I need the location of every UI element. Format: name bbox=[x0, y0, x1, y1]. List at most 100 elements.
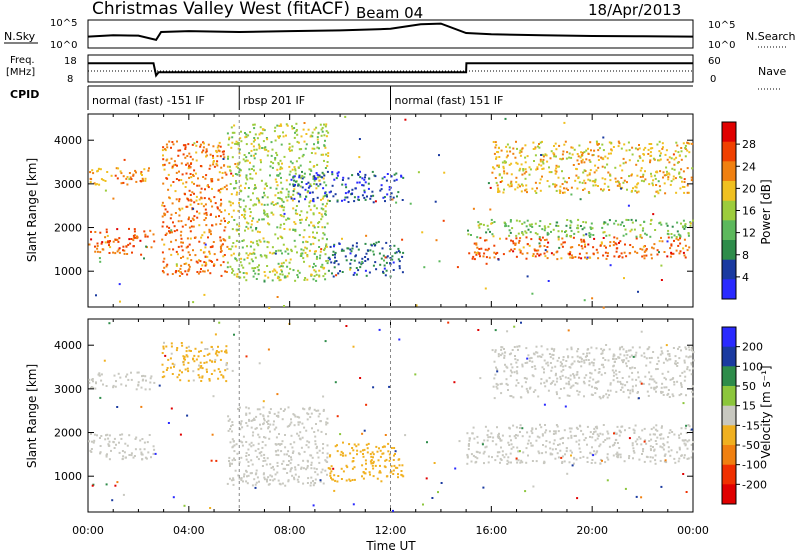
range-gate-cell bbox=[616, 442, 619, 444]
range-gate-cell bbox=[597, 257, 600, 260]
range-gate-cell bbox=[95, 183, 98, 186]
range-gate-cell bbox=[655, 368, 658, 371]
range-gate-cell bbox=[293, 179, 296, 182]
range-gate-cell bbox=[690, 179, 693, 182]
range-gate-cell bbox=[154, 452, 157, 455]
range-gate-cell bbox=[208, 379, 211, 382]
range-gate-cell bbox=[191, 143, 194, 146]
range-gate-cell bbox=[592, 433, 595, 435]
range-gate-cell bbox=[586, 456, 589, 459]
range-gate-cell bbox=[119, 170, 122, 173]
range-gate-cell bbox=[341, 179, 344, 181]
range-gate-cell bbox=[389, 262, 392, 265]
range-gate-cell bbox=[125, 384, 127, 387]
range-gate-cell bbox=[381, 446, 384, 449]
range-gate-cell bbox=[306, 440, 309, 443]
range-gate-cell bbox=[252, 123, 255, 126]
range-gate-cell bbox=[192, 370, 195, 373]
range-gate-cell bbox=[325, 243, 328, 246]
range-gate-cell bbox=[112, 251, 115, 254]
range-gate-cell bbox=[649, 159, 652, 162]
range-gate-cell bbox=[349, 248, 352, 251]
range-gate-cell bbox=[266, 240, 269, 243]
range-gate-cell bbox=[244, 136, 247, 139]
range-gate-cell bbox=[615, 439, 618, 441]
range-gate-cell bbox=[517, 459, 520, 462]
range-gate-cell bbox=[503, 160, 506, 163]
range-gate-cell bbox=[549, 447, 552, 450]
range-gate-cell bbox=[313, 179, 316, 182]
range-gate-cell bbox=[551, 381, 553, 384]
range-gate-cell bbox=[534, 255, 537, 258]
range-gate-cell bbox=[303, 176, 306, 179]
range-gate-cell bbox=[622, 348, 625, 351]
range-gate-cell bbox=[306, 241, 309, 243]
range-gate-cell bbox=[334, 381, 337, 384]
y-tick-label: 3000 bbox=[54, 383, 82, 396]
range-gate-cell bbox=[592, 364, 595, 367]
range-gate-cell bbox=[209, 164, 212, 167]
range-gate-cell bbox=[196, 216, 199, 219]
range-gate-cell bbox=[554, 172, 557, 175]
range-gate-cell bbox=[468, 439, 471, 442]
range-gate-cell bbox=[247, 254, 250, 257]
beam-label: Beam 04 bbox=[356, 4, 423, 22]
range-gate-cell bbox=[168, 248, 171, 251]
range-gate-cell bbox=[639, 380, 642, 383]
range-gate-cell bbox=[557, 230, 560, 233]
range-gate-cell bbox=[198, 240, 201, 243]
range-gate-cell bbox=[486, 439, 489, 442]
range-gate-cell bbox=[204, 188, 206, 191]
range-gate-cell bbox=[297, 423, 300, 426]
range-gate-cell bbox=[286, 464, 288, 466]
range-gate-cell bbox=[96, 247, 99, 250]
range-gate-cell bbox=[318, 174, 321, 177]
range-gate-cell bbox=[615, 453, 618, 456]
range-gate-cell bbox=[613, 222, 616, 225]
range-gate-cell bbox=[251, 177, 254, 180]
x-tick-label: 08:00 bbox=[274, 524, 306, 537]
range-gate-cell bbox=[280, 269, 283, 272]
range-gate-cell bbox=[560, 158, 563, 161]
range-gate-cell bbox=[511, 227, 514, 230]
range-gate-cell bbox=[345, 259, 348, 262]
range-gate-cell bbox=[609, 244, 611, 247]
range-gate-cell bbox=[568, 427, 571, 430]
range-gate-cell bbox=[600, 188, 602, 191]
range-gate-cell bbox=[277, 174, 280, 177]
range-gate-cell bbox=[401, 255, 404, 258]
range-gate-cell bbox=[258, 452, 261, 455]
range-gate-cell bbox=[162, 154, 164, 157]
range-gate-cell bbox=[667, 229, 670, 232]
range-gate-cell bbox=[108, 241, 111, 244]
range-gate-cell bbox=[655, 390, 657, 393]
range-gate-cell bbox=[686, 249, 689, 252]
range-gate-cell bbox=[211, 433, 214, 436]
range-gate-cell bbox=[174, 163, 177, 166]
range-gate-cell bbox=[265, 463, 268, 466]
range-gate-cell bbox=[529, 224, 532, 227]
range-gate-cell bbox=[680, 427, 683, 430]
range-gate-cell bbox=[241, 444, 244, 447]
range-gate-cell bbox=[300, 467, 303, 470]
range-gate-cell bbox=[551, 448, 554, 451]
range-gate-cell bbox=[557, 165, 560, 168]
range-gate-cell bbox=[229, 201, 232, 204]
range-gate-cell bbox=[319, 183, 322, 186]
range-gate-cell bbox=[180, 342, 183, 344]
range-gate-cell bbox=[141, 438, 144, 440]
range-gate-cell bbox=[269, 423, 272, 426]
range-gate-cell bbox=[279, 123, 282, 126]
range-gate-cell bbox=[636, 191, 639, 194]
range-gate-cell bbox=[347, 247, 350, 250]
range-gate-cell bbox=[212, 161, 215, 164]
range-gate-cell bbox=[263, 254, 266, 257]
range-gate-cell bbox=[572, 236, 575, 239]
range-gate-cell bbox=[279, 135, 281, 138]
range-gate-cell bbox=[204, 348, 207, 350]
range-gate-cell bbox=[225, 173, 228, 176]
range-gate-cell bbox=[180, 237, 183, 240]
range-gate-cell bbox=[340, 467, 343, 470]
range-gate-cell bbox=[334, 260, 337, 263]
range-gate-cell bbox=[204, 203, 207, 206]
